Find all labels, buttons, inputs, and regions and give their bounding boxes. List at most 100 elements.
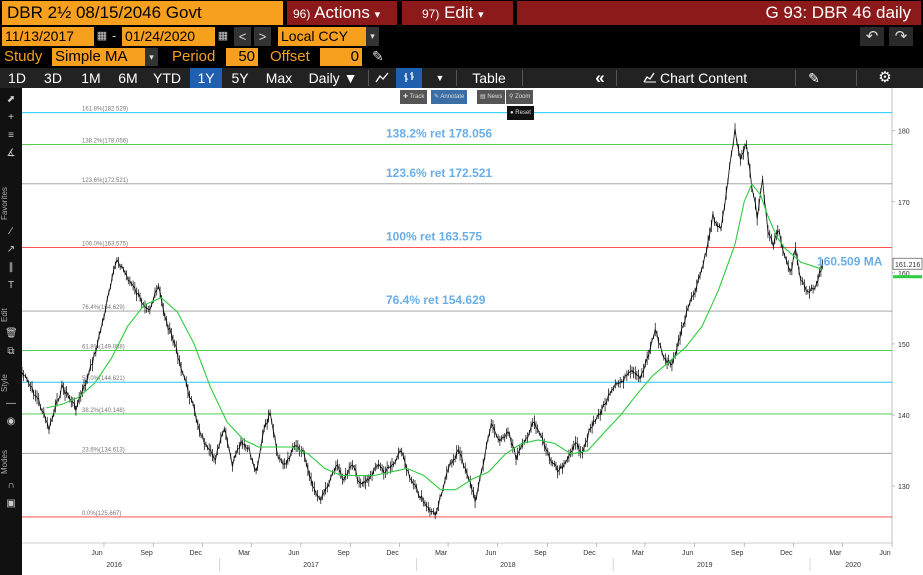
fib-level-label: 161.8%(182.529) (82, 107, 128, 113)
magnet-icon[interactable]: ∩ (7, 480, 15, 491)
crosshair-icon[interactable]: + (8, 112, 14, 123)
news-button[interactable]: ▤ News (477, 90, 506, 104)
fib-callout-label: 123.6% ret 172.521 (386, 166, 492, 180)
cursor-arrow-icon[interactable]: ⬈ (6, 94, 16, 105)
prev-period-button[interactable]: < (234, 27, 251, 46)
period-1y-button[interactable]: 1Y (190, 68, 222, 88)
calendar-icon[interactable]: ▦ (96, 30, 108, 42)
actions-menu-button[interactable]: 96) Actions ▾ (287, 1, 397, 25)
chart-content-button[interactable]: Chart Content (660, 70, 748, 86)
frequency-select[interactable]: Daily ▼ (308, 70, 358, 86)
collapse-icon[interactable]: « (595, 68, 605, 87)
delete-icon[interactable]: 🗑 (5, 328, 18, 339)
edit-caret-icon: ▾ (478, 9, 484, 21)
offset-label: Offset (270, 48, 310, 65)
x-tick-label: Sep (337, 550, 350, 557)
undo-icon[interactable]: ↶ (860, 27, 884, 46)
zoom-button[interactable]: ⚲ Zoom (506, 90, 534, 104)
actions-label: Actions (314, 3, 370, 22)
period-1d-button[interactable]: 1D (8, 70, 26, 86)
period-1m-button[interactable]: 1M (81, 70, 101, 86)
ma-price-tag (893, 275, 922, 279)
moving-average-line (46, 182, 823, 491)
annotate-button[interactable]: ✎ Annotate (431, 90, 468, 104)
period-label: Period (172, 48, 216, 65)
fib-callout-label: 138.2% ret 178.056 (386, 126, 492, 140)
settings-gear-icon[interactable]: ⚙ (878, 69, 892, 86)
y-axis-panel (892, 88, 923, 575)
redo-icon[interactable]: ↷ (889, 27, 913, 46)
bar-chart-icon[interactable] (396, 68, 422, 88)
date-range-bar: 11/13/2017 ▦ - 01/24/2020 ▦ < > Local CC… (0, 27, 923, 47)
fib-callout-label: 100% ret 163.575 (386, 229, 482, 243)
ma-value-label: 160.509 MA (817, 254, 883, 268)
channel-icon[interactable]: ∥ (8, 262, 14, 273)
trend-line-icon[interactable]: ∕ (10, 226, 12, 237)
period-3d-button[interactable]: 3D (44, 70, 62, 86)
edit-number: 97) (422, 7, 440, 21)
y-tick-label: 170 (898, 200, 910, 207)
favorites-label: Favorites (0, 187, 9, 220)
news-label: News (487, 94, 503, 100)
fib-callout-label: 76.4% ret 154.629 (386, 293, 486, 307)
chart-type-dropdown-icon[interactable]: ▼ (435, 73, 445, 83)
x-tick-label: Dec (386, 550, 399, 557)
offset-input[interactable]: 0 (320, 48, 362, 66)
fib-level-label: 23.6%(134.613) (82, 447, 125, 453)
currency-select[interactable]: Local CCY (278, 27, 366, 46)
edit-label: Edit (0, 308, 9, 322)
edit-menu-button[interactable]: 97) Edit ▾ (402, 1, 513, 25)
line-style-icon[interactable]: ― (6, 398, 16, 409)
modes-label: Modes (0, 449, 9, 474)
ray-icon[interactable]: ↗ (6, 244, 16, 255)
last-price-label: 161.216 (895, 262, 920, 269)
lock-icon[interactable]: ▣ (6, 498, 16, 509)
x-year-label: 2017 (303, 562, 319, 569)
copy-icon[interactable]: ⧉ (7, 346, 15, 357)
edit-chart-icon[interactable]: ✎ (808, 70, 820, 86)
period-5y-button[interactable]: 5Y (231, 70, 249, 86)
style-label: Style (0, 374, 9, 392)
toolbar-divider (856, 70, 857, 86)
end-date-input[interactable]: 01/24/2020 (122, 27, 215, 46)
study-label: Study (4, 48, 43, 65)
drawing-tool-strip: ⬈ + ≡ ∡ Favorites ∕ ↗ ∥ T Edit 🗑 ⧉ Style… (0, 88, 22, 575)
price-chart[interactable]: 161.8%(182.529) 138.2%(178.056) 123.6%(172… (22, 88, 923, 575)
x-tick-label: Mar (435, 550, 448, 557)
edit-label: Edit (444, 3, 474, 22)
study-dropdown-icon[interactable]: ▾ (145, 48, 158, 66)
reset-button[interactable]: ● Reset (507, 106, 534, 120)
start-date-input[interactable]: 11/13/2017 (2, 27, 94, 46)
chart-toolbar: 1D 3D 1M 6M YTD 1Y 5Y Max Daily ▼ ▼ Tabl… (0, 68, 923, 88)
x-tick-label: Dec (189, 550, 202, 557)
chart-title: G 93: DBR 46 daily (517, 1, 921, 25)
pencil-icon[interactable]: ✎ (372, 48, 384, 64)
period-ytd-button[interactable]: YTD (153, 70, 181, 86)
x-tick-label: Jun (288, 550, 299, 557)
table-button[interactable]: Table (472, 70, 506, 86)
study-bar: Study Simple MA ▾ Period 50 Offset 0 ✎ (0, 47, 923, 67)
x-tick-label: Jun (485, 550, 496, 557)
line-chart-icon[interactable] (372, 68, 392, 88)
fib-level-label: 38.2%(140.148) (82, 408, 125, 414)
x-tick-label: Sep (731, 550, 744, 557)
next-period-button[interactable]: > (254, 27, 271, 46)
fan-tool-icon[interactable]: ∡ (6, 148, 16, 159)
track-button[interactable]: ✚ Track (400, 90, 428, 104)
calendar-icon[interactable]: ▦ (217, 30, 229, 42)
fib-level-label: 138.2%(178.056) (82, 138, 128, 144)
period-input[interactable]: 50 (226, 48, 258, 66)
study-select[interactable]: Simple MA (52, 48, 145, 66)
fibonacci-tool-icon[interactable]: ≡ (8, 130, 14, 141)
period-6m-button[interactable]: 6M (118, 70, 138, 86)
period-max-button[interactable]: Max (265, 70, 293, 86)
color-picker-icon[interactable]: ◉ (6, 416, 16, 427)
reset-label: Reset (515, 110, 531, 116)
date-separator: - (112, 28, 117, 43)
currency-dropdown-icon[interactable]: ▾ (366, 27, 379, 46)
text-tool-icon[interactable]: T (7, 280, 15, 291)
fib-level-label: 76.4%(154.629) (82, 305, 125, 311)
chart-content-icon[interactable] (640, 68, 660, 88)
title-bar: DBR 2½ 08/15/2046 Govt 96) Actions ▾ 97)… (0, 0, 923, 26)
security-field[interactable]: DBR 2½ 08/15/2046 Govt (2, 1, 283, 25)
